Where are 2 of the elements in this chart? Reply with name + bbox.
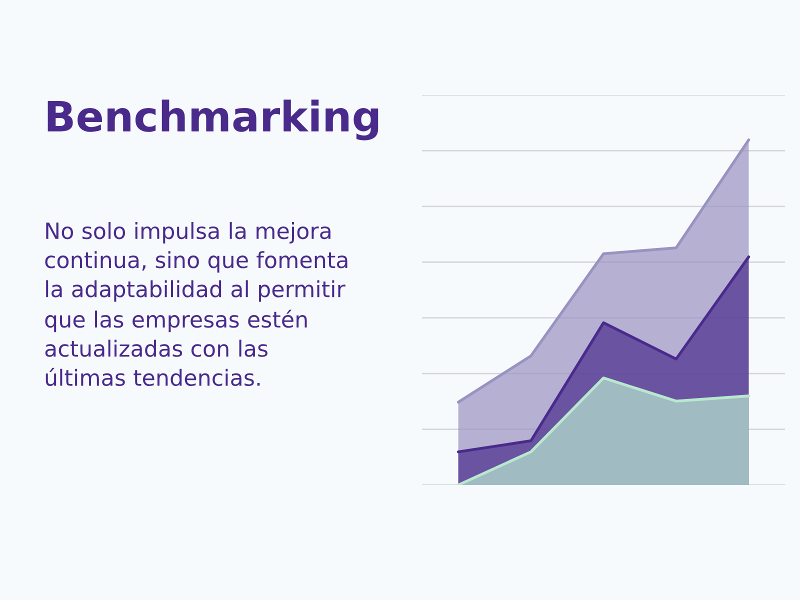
chart-title: Benchmarking: [48, 100, 378, 140]
text: No solo impulsa la mejora continua, sino que fomenta la adaptabilidad al permitir que las empresas estén actualizadas con las últimas tendencias.: [45, 222, 348, 386]
